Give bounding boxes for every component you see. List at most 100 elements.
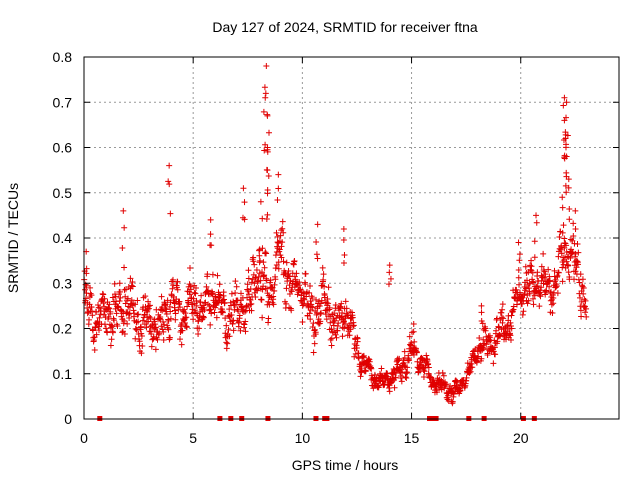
x-axis-label: GPS time / hours [292, 457, 399, 473]
data-point [566, 273, 573, 280]
data-point [339, 333, 346, 340]
data-point [319, 264, 326, 271]
data-point [579, 276, 586, 283]
data-point [546, 277, 553, 284]
data-point [109, 294, 116, 301]
data-point [242, 328, 249, 335]
data-point [571, 240, 578, 247]
data-point [480, 336, 487, 343]
y-axis-label: SRMTID / TECUs [5, 183, 21, 293]
data-point [559, 229, 566, 236]
data-point [129, 283, 136, 290]
data-point [261, 84, 268, 91]
data-point [209, 271, 216, 278]
data-point [237, 327, 244, 334]
data-point [221, 299, 228, 306]
data-point [499, 306, 506, 313]
data-point [275, 185, 282, 192]
data-point [559, 204, 566, 211]
data-point [244, 286, 251, 293]
data-point [187, 286, 194, 293]
data-point [251, 261, 258, 268]
data-point [410, 328, 417, 335]
data-point [320, 276, 327, 283]
data-point [312, 331, 319, 338]
data-point [293, 270, 300, 277]
data-point [538, 284, 545, 291]
data-point [250, 258, 257, 265]
data-point [192, 285, 199, 292]
data-point [274, 233, 281, 240]
data-point [283, 259, 290, 266]
data-point [306, 310, 313, 317]
data-point [285, 272, 292, 279]
data-point [466, 369, 473, 376]
data-point [359, 353, 366, 360]
data-point [169, 285, 176, 292]
data-point [195, 331, 202, 338]
data-point [263, 285, 270, 292]
data-point [117, 294, 124, 301]
data-point [278, 243, 285, 250]
data-point [340, 237, 347, 244]
data-point [498, 309, 505, 316]
data-point [83, 282, 90, 289]
data-point [561, 94, 568, 101]
data-point [357, 373, 364, 380]
data-point [93, 331, 100, 338]
data-point [265, 172, 272, 179]
data-point [207, 321, 214, 328]
data-point [563, 242, 570, 249]
data-point [257, 257, 264, 264]
data-point [414, 358, 421, 365]
data-point [543, 287, 550, 294]
data-point [338, 300, 345, 307]
data-point [366, 358, 373, 365]
data-point [340, 259, 347, 266]
data-point [176, 304, 183, 311]
data-point [262, 249, 269, 256]
data-point [572, 250, 579, 257]
data-point [301, 296, 308, 303]
data-point [565, 176, 572, 183]
data-point [273, 229, 280, 236]
data-point [513, 286, 520, 293]
data-point [323, 316, 330, 323]
data-point [121, 286, 128, 293]
data-point [560, 102, 567, 109]
data-point [449, 398, 456, 405]
data-point [311, 340, 318, 347]
data-point [207, 216, 214, 223]
data-point [531, 238, 538, 245]
data-point [413, 349, 420, 356]
data-point [580, 285, 587, 292]
x-tick-label: 15 [404, 430, 420, 446]
data-point [309, 294, 316, 301]
data-point [219, 309, 226, 316]
data-point [546, 283, 553, 290]
data-point [308, 301, 315, 308]
data-point [317, 310, 324, 317]
data-point [572, 268, 579, 275]
data-point [550, 300, 557, 307]
data-point [108, 322, 115, 329]
data-point [549, 309, 556, 316]
data-point [530, 295, 537, 302]
data-point [128, 282, 135, 289]
data-point [396, 355, 403, 362]
data-point [358, 365, 365, 372]
data-point [563, 189, 570, 196]
data-point [330, 322, 337, 329]
data-point [397, 374, 404, 381]
data-point [307, 298, 314, 305]
data-point [296, 279, 303, 286]
data-point [540, 250, 547, 257]
data-point [142, 303, 149, 310]
data-point [332, 331, 339, 338]
data-point [184, 303, 191, 310]
data-point [547, 288, 554, 295]
data-point [241, 216, 248, 223]
x-tick-label: 0 [80, 430, 88, 446]
data-point [350, 322, 357, 329]
